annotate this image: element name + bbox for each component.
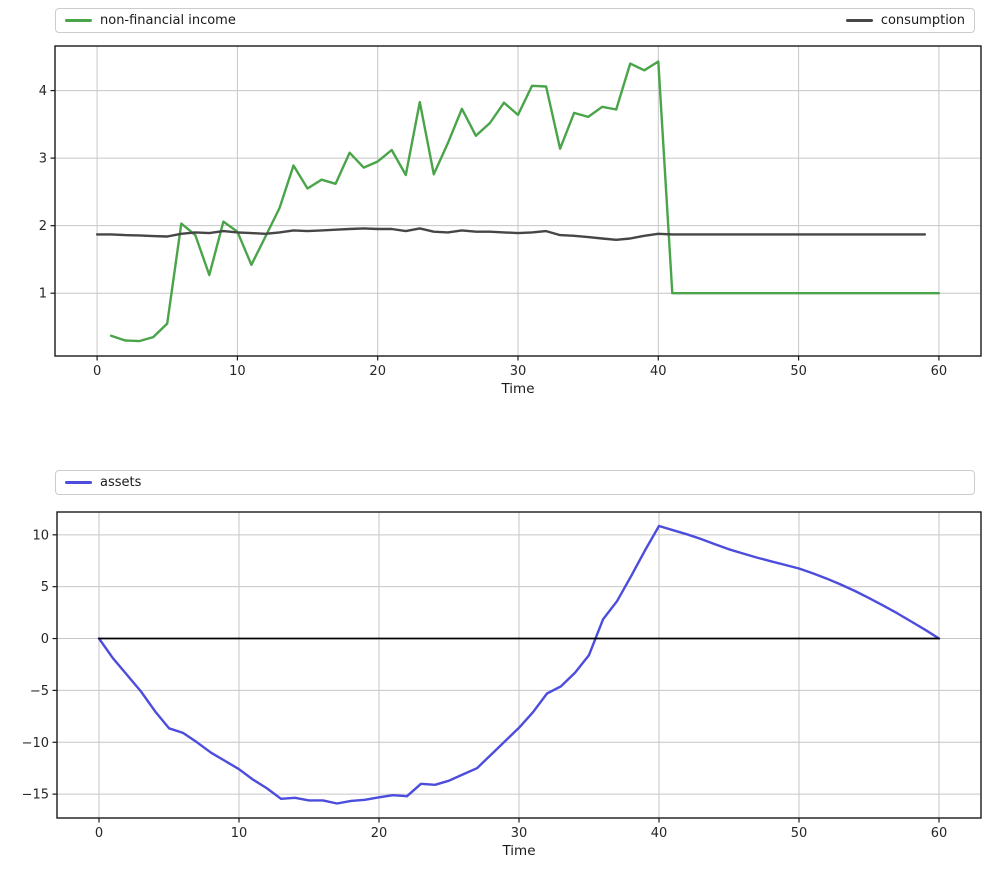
bottom-chart-xlabel: Time — [502, 843, 536, 859]
assets-legend-label: assets — [100, 475, 142, 490]
top-chart-xlabel: Time — [501, 381, 535, 397]
income-line-swatch — [65, 19, 92, 22]
svg-text:40: 40 — [651, 826, 668, 841]
svg-text:20: 20 — [371, 826, 388, 841]
consumption-line — [95, 227, 927, 242]
svg-text:60: 60 — [931, 826, 948, 841]
svg-text:10: 10 — [32, 528, 49, 543]
legend-item-income: non-financial income — [65, 14, 236, 27]
assets-line — [97, 524, 941, 805]
svg-text:0: 0 — [93, 364, 101, 379]
svg-text:2: 2 — [39, 219, 47, 234]
svg-text:5: 5 — [41, 580, 49, 595]
svg-text:30: 30 — [510, 364, 527, 379]
svg-text:0: 0 — [95, 826, 103, 841]
svg-text:0: 0 — [41, 632, 49, 647]
legend-item-assets: assets — [65, 476, 141, 489]
svg-text:30: 30 — [511, 826, 528, 841]
svg-text:60: 60 — [931, 364, 948, 379]
consumption-line-swatch — [845, 19, 873, 22]
svg-text:10: 10 — [229, 364, 246, 379]
svg-text:1: 1 — [39, 287, 47, 302]
legend-item-consumption: consumption — [845, 13, 965, 28]
svg-text:40: 40 — [650, 364, 667, 379]
svg-text:20: 20 — [369, 364, 386, 379]
income-line — [109, 60, 941, 343]
svg-text:−10: −10 — [22, 736, 49, 751]
consumption-legend-label: consumption — [880, 13, 965, 28]
legend-assets: assets — [55, 470, 975, 495]
svg-text:50: 50 — [790, 364, 807, 379]
svg-text:4: 4 — [39, 84, 47, 99]
assets-line-swatch — [65, 481, 92, 484]
svg-text:50: 50 — [791, 826, 808, 841]
svg-text:10: 10 — [231, 826, 248, 841]
legend-income-consumption: non-financial income consumption — [55, 8, 975, 33]
svg-text:−5: −5 — [30, 684, 49, 699]
svg-text:−15: −15 — [22, 788, 49, 803]
income-legend-label: non-financial income — [100, 13, 236, 28]
svg-text:3: 3 — [39, 152, 47, 167]
